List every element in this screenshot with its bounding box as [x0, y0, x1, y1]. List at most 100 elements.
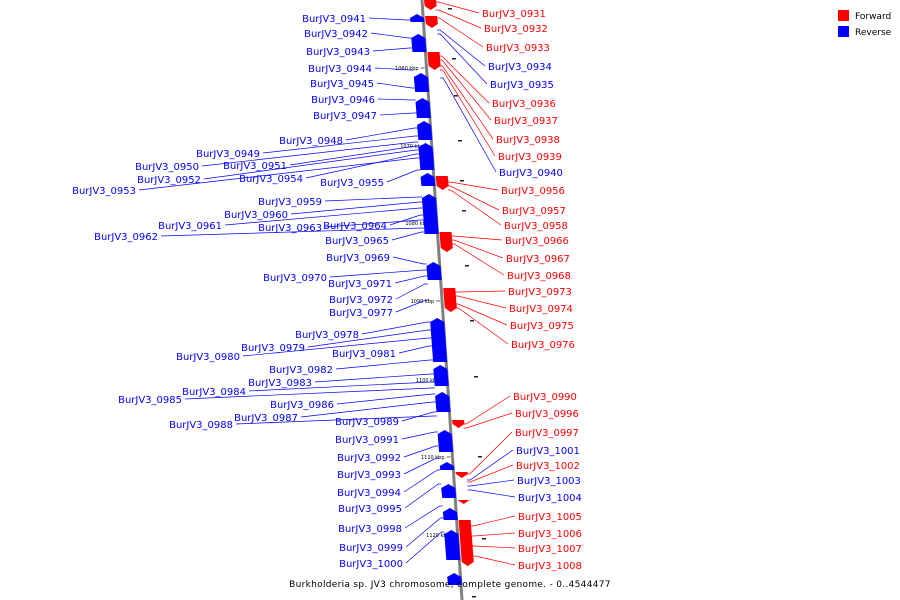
leader-line-burjv3-0931 — [435, 1, 480, 14]
feature-mark — [454, 95, 458, 97]
reverse-gene-feature — [420, 173, 436, 186]
leader-line-burjv3-1007 — [471, 545, 516, 549]
legend-swatch-forward — [838, 10, 849, 21]
leader-line-burjv3-0985 — [184, 387, 435, 400]
gene-label-burjv3-0968: BurJV3_0968 — [507, 271, 571, 282]
gene-label-burjv3-0981: BurJV3_0981 — [332, 349, 396, 360]
leader-line-burjv3-0932 — [435, 9, 482, 29]
leader-line-burjv3-0949 — [262, 135, 419, 154]
gene-label-burjv3-0941: BurJV3_0941 — [302, 14, 366, 25]
gene-label-burjv3-1007: BurJV3_1007 — [518, 544, 582, 555]
gene-features — [409, 0, 486, 598]
tick-label: 1060 kbp — [395, 66, 419, 72]
gene-label-burjv3-0945: BurJV3_0945 — [310, 79, 374, 90]
gene-label-burjv3-0951: BurJV3_0951 — [223, 161, 287, 172]
feature-mark — [482, 538, 486, 540]
reverse-gene-feature — [411, 34, 427, 52]
leader-line-burjv3-0967 — [451, 239, 504, 259]
tick-label: 1100 kbp — [416, 378, 440, 384]
tick-label: 1070 kbp — [400, 144, 424, 150]
gene-label-burjv3-0948: BurJV3_0948 — [279, 136, 343, 147]
gene-label-burjv3-0987: BurJV3_0987 — [234, 413, 298, 424]
leader-line-burjv3-0946 — [377, 98, 416, 101]
leader-line-burjv3-0962 — [160, 227, 425, 237]
gene-label-burjv3-0998: BurJV3_0998 — [338, 524, 402, 535]
gene-label-burjv3-0989: BurJV3_0989 — [335, 417, 399, 428]
gene-label-burjv3-0943: BurJV3_0943 — [306, 47, 370, 58]
gene-label-burjv3-0995: BurJV3_0995 — [338, 504, 402, 515]
leader-line-burjv3-0972 — [395, 283, 428, 300]
gene-label-burjv3-0933: BurJV3_0933 — [486, 43, 550, 54]
gene-label-burjv3-0976: BurJV3_0976 — [511, 340, 575, 351]
gene-label-burjv3-0965: BurJV3_0965 — [325, 236, 389, 247]
gene-label-burjv3-0980: BurJV3_0980 — [176, 352, 240, 363]
leader-line-burjv3-0983 — [314, 373, 434, 383]
gene-label-burjv3-1003: BurJV3_1003 — [517, 476, 581, 487]
tick-label: 1080 kbp — [405, 221, 429, 227]
tick-marks: 1060 kbp 1070 kbp 1080 kbp 1090 kbp 1100 kbp… — [395, 66, 456, 539]
leader-line-burjv3-0939 — [439, 69, 496, 157]
reverse-gene-feature — [444, 530, 461, 560]
gene-label-burjv3-0974: BurJV3_0974 — [509, 304, 573, 315]
reverse-gene-feature — [418, 143, 435, 170]
gene-label-burjv3-0963: BurJV3_0963 — [258, 223, 322, 234]
label-leader-lines — [138, 1, 516, 566]
leader-line-burjv3-0954 — [305, 153, 420, 179]
gene-label-burjv3-0956: BurJV3_0956 — [501, 186, 565, 197]
leader-line-burjv3-0981 — [398, 345, 433, 354]
leader-line-burjv3-0952 — [203, 149, 419, 180]
forward-gene-feature — [458, 520, 474, 566]
leader-line-burjv3-0950 — [201, 141, 419, 167]
leader-line-burjv3-0966 — [450, 235, 503, 241]
gene-label-burjv3-0960: BurJV3_0960 — [224, 210, 288, 221]
gene-label-burjv3-0984: BurJV3_0984 — [182, 387, 246, 398]
leader-line-burjv3-0960 — [290, 201, 423, 215]
gene-label-burjv3-0936: BurJV3_0936 — [492, 99, 556, 110]
gene-label-burjv3-1004: BurJV3_1004 — [518, 493, 582, 504]
leader-line-burjv3-0942 — [370, 32, 412, 39]
leader-line-burjv3-1001 — [467, 449, 514, 481]
leader-line-burjv3-0982 — [335, 359, 433, 370]
legend-label-reverse: Reverse — [855, 28, 892, 38]
gene-label-burjv3-0953: BurJV3_0953 — [72, 186, 136, 197]
gene-label-burjv3-1006: BurJV3_1006 — [518, 529, 582, 540]
gene-label-burjv3-0950: BurJV3_0950 — [135, 162, 199, 173]
gene-label-burjv3-0939: BurJV3_0939 — [498, 152, 562, 163]
gene-label-burjv3-0971: BurJV3_0971 — [328, 279, 392, 290]
feature-mark — [462, 210, 466, 212]
gene-label-burjv3-0958: BurJV3_0958 — [504, 221, 568, 232]
leader-line-burjv3-0951 — [289, 145, 419, 166]
leader-line-burjv3-1000 — [405, 531, 445, 564]
tick-label: 1090 kbp — [411, 299, 435, 305]
gene-label-burjv3-0955: BurJV3_0955 — [320, 178, 384, 189]
reverse-gene-feature — [430, 318, 448, 362]
leader-line-burjv3-0933 — [436, 17, 484, 48]
leader-line-burjv3-0944 — [374, 67, 414, 71]
legend-swatch-reverse — [838, 26, 849, 37]
leader-line-burjv3-0937 — [439, 59, 492, 121]
gene-label-burjv3-0973: BurJV3_0973 — [508, 287, 572, 298]
forward-gene-feature — [425, 16, 438, 28]
feature-mark — [458, 140, 462, 142]
genome-caption: Burkholderia sp. JV3 chromosome, complet… — [289, 580, 611, 590]
leader-line-burjv3-0995 — [404, 483, 442, 509]
leader-line-burjv3-0996 — [463, 412, 513, 429]
gene-label-burjv3-0986: BurJV3_0986 — [270, 400, 334, 411]
forward-gene-feature — [435, 176, 449, 190]
leader-line-burjv3-1008 — [472, 555, 516, 566]
leader-line-burjv3-0957 — [447, 185, 500, 211]
gene-label-burjv3-0952: BurJV3_0952 — [137, 175, 201, 186]
leader-line-burjv3-0990 — [463, 395, 511, 425]
leader-line-burjv3-0956 — [447, 181, 499, 191]
gene-label-burjv3-1001: BurJV3_1001 — [516, 446, 580, 457]
gene-label-burjv3-0949: BurJV3_0949 — [196, 149, 260, 160]
gene-label-burjv3-0977: BurJV3_0977 — [329, 308, 393, 319]
reverse-gene-feature — [435, 392, 451, 412]
gene-label-burjv3-0946: BurJV3_0946 — [311, 95, 375, 106]
leader-line-burjv3-0971 — [394, 275, 428, 284]
gene-label-burjv3-0961: BurJV3_0961 — [158, 221, 222, 232]
gene-label-burjv3-0937: BurJV3_0937 — [494, 116, 558, 127]
reverse-gene-feature — [409, 14, 425, 22]
leader-line-burjv3-0974 — [454, 295, 507, 309]
gene-label-burjv3-0959: BurJV3_0959 — [258, 197, 322, 208]
